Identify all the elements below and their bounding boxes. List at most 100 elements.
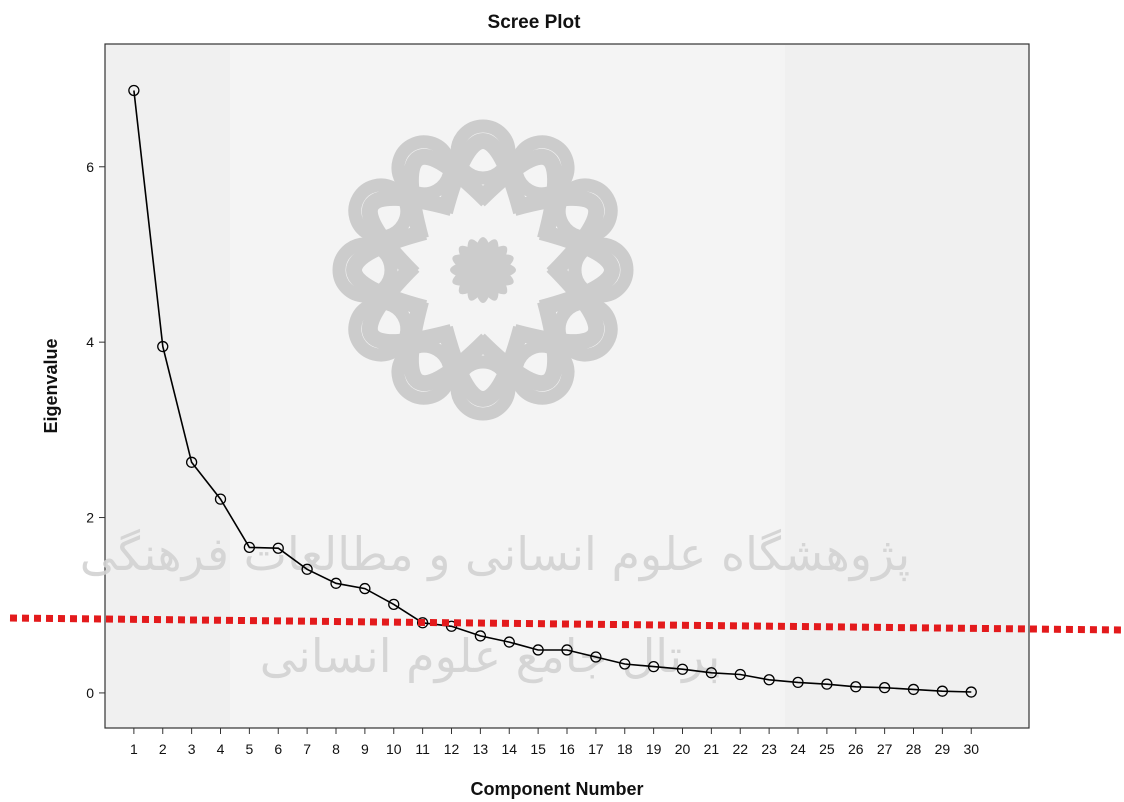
data-point	[301, 563, 313, 575]
rosette-ring	[450, 355, 516, 421]
watermark-text-line1: پژوهشگاه علوم انسانی و مطالعات فرهنگی	[80, 527, 910, 582]
chart-title: Scree Plot	[488, 12, 582, 33]
y-axis-label: Eigenvalue	[41, 338, 61, 433]
x-tick-label: 20	[675, 741, 691, 757]
rosette-petal-outer	[361, 260, 454, 351]
data-point	[214, 493, 227, 505]
x-tick-label: 17	[588, 741, 604, 757]
rosette-ring	[509, 135, 575, 201]
x-tick-label: 19	[646, 741, 662, 757]
x-tick-label: 24	[790, 741, 806, 757]
rosette-petal-outer	[402, 148, 493, 241]
rosette-petal-outer	[437, 325, 529, 407]
rosette-petal	[332, 224, 428, 316]
data-point	[128, 84, 140, 97]
x-tick-label: 4	[217, 741, 225, 757]
x-axis-label: Component Number	[471, 779, 644, 799]
data-point	[734, 668, 746, 681]
x-tick-label: 7	[303, 741, 311, 757]
rosette-petal-outer	[538, 224, 620, 316]
rosette-ring	[552, 296, 618, 362]
x-tick-label: 5	[245, 741, 253, 757]
cutoff-dotted-line	[9, 614, 1124, 634]
data-point	[936, 685, 949, 697]
x-tick-label: 28	[906, 741, 922, 757]
rosette-ring	[552, 178, 618, 244]
x-tick-label: 22	[732, 741, 748, 757]
data-point	[821, 678, 833, 690]
data-point	[503, 636, 515, 648]
data-point	[416, 617, 429, 629]
x-tick-label: 26	[848, 741, 864, 757]
x-tick-label: 18	[617, 741, 633, 757]
rosette-ring	[348, 296, 414, 362]
x-tick-label: 27	[877, 741, 893, 757]
rosette-petal	[348, 178, 454, 280]
x-tick-label: 10	[386, 741, 402, 757]
rosette-petal-outer	[437, 133, 529, 215]
data-point	[907, 683, 920, 696]
x-tick-label: 12	[444, 741, 460, 757]
x-tick-label: 9	[361, 741, 369, 757]
x-axis: 1 2 3 4 5 6 7 8 9 10 11 12 13 14 15 16 17 18 19 20 21 22 23 24 2…	[130, 728, 979, 757]
rosette-petal-outer	[512, 189, 605, 280]
rosette-petal	[538, 224, 634, 316]
data-point	[157, 340, 169, 353]
data-point	[243, 541, 256, 554]
data-point	[792, 676, 804, 689]
data-point	[359, 582, 371, 595]
data-point	[850, 681, 862, 693]
x-tick-label: 2	[159, 741, 167, 757]
rosette-petal-outer	[512, 260, 605, 351]
data-point	[878, 682, 891, 694]
data-point	[647, 660, 660, 673]
y-axis: 0 2 4 6	[86, 159, 105, 701]
rosette-petal	[391, 135, 493, 241]
cutoff-line	[9, 614, 1124, 634]
rosette-petal-outer	[402, 299, 493, 392]
rosette-petal-outer	[346, 224, 428, 316]
rosette-petal-outer	[473, 148, 564, 241]
x-tick-label: 1	[130, 741, 138, 757]
data-point	[532, 644, 544, 656]
data-point	[388, 598, 400, 611]
y-tick-label: 2	[86, 510, 94, 526]
rosette-petal	[437, 325, 529, 421]
data-point	[561, 644, 573, 656]
x-tick-label: 25	[819, 741, 835, 757]
data-point	[272, 542, 284, 554]
x-tick-label: 16	[559, 741, 575, 757]
x-tick-label: 23	[761, 741, 777, 757]
data-point	[619, 658, 631, 670]
y-tick-label: 0	[86, 685, 94, 701]
rosette-ring	[332, 237, 398, 303]
x-tick-label: 6	[274, 741, 282, 757]
rosette-center	[463, 250, 503, 290]
rosette-ring	[568, 237, 634, 303]
rosette-ring	[391, 339, 457, 405]
rosette-petal-outer	[361, 189, 454, 280]
y-tick-label: 6	[86, 159, 94, 175]
rosette-ring	[348, 178, 414, 244]
rosette-petal	[437, 119, 529, 215]
rosette-petal	[391, 299, 493, 405]
x-tick-label: 8	[332, 741, 340, 757]
data-point	[590, 651, 602, 663]
x-tick-label: 11	[415, 741, 430, 757]
x-tick-label: 21	[704, 741, 720, 757]
x-tick-label: 15	[530, 741, 546, 757]
x-tick-label: 30	[963, 741, 979, 757]
data-point	[474, 630, 487, 642]
rosette-ring	[391, 135, 457, 201]
rosette-petal	[512, 178, 618, 280]
rosette-petal	[473, 299, 575, 405]
rosette-petal	[473, 135, 575, 241]
data-point	[185, 456, 198, 468]
data-point	[763, 674, 775, 686]
rosette-petal	[348, 260, 454, 362]
eigenvalue-series	[128, 84, 977, 698]
data-point	[965, 686, 977, 698]
x-tick-label: 29	[935, 741, 951, 757]
rosette-ring	[450, 119, 516, 185]
